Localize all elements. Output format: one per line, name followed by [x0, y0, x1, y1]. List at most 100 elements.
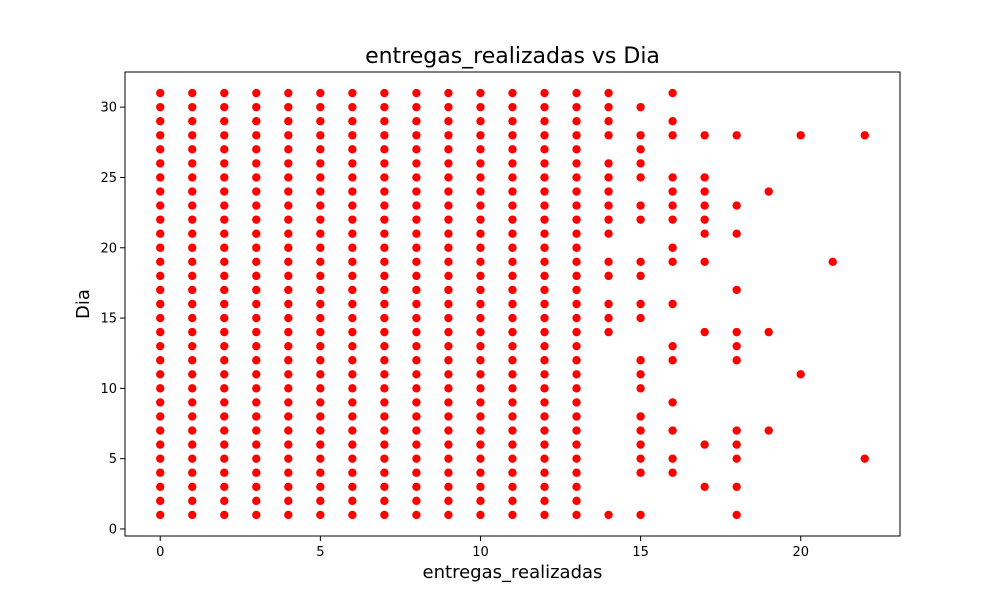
data-point: [347, 439, 358, 450]
data-point: [379, 425, 390, 436]
y-tick-label: 10: [100, 382, 117, 397]
data-point: [219, 509, 230, 520]
data-point: [283, 425, 294, 436]
data-point: [347, 228, 358, 239]
data-point: [539, 355, 550, 366]
data-point: [155, 130, 166, 141]
data-point: [603, 298, 614, 309]
data-point: [155, 327, 166, 338]
data-point: [187, 425, 198, 436]
data-point: [411, 214, 422, 225]
data-point: [251, 214, 262, 225]
data-point: [379, 284, 390, 295]
data-point: [251, 495, 262, 506]
data-point: [283, 411, 294, 422]
data-point: [443, 327, 454, 338]
data-point: [635, 369, 646, 380]
data-point: [347, 214, 358, 225]
data-point: [507, 102, 518, 113]
data-point: [731, 228, 742, 239]
data-point: [315, 186, 326, 197]
data-point: [155, 411, 166, 422]
data-point: [283, 481, 294, 492]
data-point: [411, 186, 422, 197]
data-point: [667, 214, 678, 225]
data-point: [539, 284, 550, 295]
data-point: [507, 158, 518, 169]
data-point: [155, 228, 166, 239]
data-point: [539, 200, 550, 211]
data-point: [283, 158, 294, 169]
data-point: [155, 158, 166, 169]
data-point: [539, 397, 550, 408]
y-tick-label: 15: [100, 312, 117, 327]
data-point: [507, 270, 518, 281]
data-point: [155, 453, 166, 464]
data-point: [411, 158, 422, 169]
data-point: [219, 397, 230, 408]
data-point: [475, 495, 486, 506]
data-point: [283, 284, 294, 295]
data-point: [187, 355, 198, 366]
data-point: [571, 298, 582, 309]
data-point: [315, 130, 326, 141]
data-point: [379, 355, 390, 366]
data-point: [507, 228, 518, 239]
data-point: [155, 284, 166, 295]
data-point: [411, 509, 422, 520]
data-point: [699, 327, 710, 338]
data-point: [379, 341, 390, 352]
data-point: [379, 172, 390, 183]
data-point: [571, 158, 582, 169]
data-point: [155, 172, 166, 183]
data-point: [667, 355, 678, 366]
data-point: [571, 172, 582, 183]
data-point: [475, 397, 486, 408]
chart-title: entregas_realizadas vs Dia: [365, 44, 660, 69]
data-point: [251, 88, 262, 99]
data-point: [507, 284, 518, 295]
data-point: [539, 341, 550, 352]
data-point: [475, 327, 486, 338]
data-point: [315, 313, 326, 324]
data-point: [347, 467, 358, 478]
data-point: [315, 172, 326, 183]
data-point: [475, 313, 486, 324]
data-point: [155, 200, 166, 211]
data-point: [507, 439, 518, 450]
data-point: [411, 130, 422, 141]
data-point: [347, 256, 358, 267]
data-point: [539, 313, 550, 324]
data-point: [347, 411, 358, 422]
data-point: [507, 509, 518, 520]
data-point: [443, 214, 454, 225]
data-point: [571, 369, 582, 380]
data-point: [859, 453, 870, 464]
data-point: [187, 313, 198, 324]
data-point: [699, 481, 710, 492]
data-point: [475, 481, 486, 492]
data-point: [411, 200, 422, 211]
data-point: [667, 242, 678, 253]
data-point: [539, 439, 550, 450]
data-point: [635, 313, 646, 324]
data-point: [731, 439, 742, 450]
data-point: [219, 186, 230, 197]
data-point: [347, 313, 358, 324]
data-point: [315, 369, 326, 380]
data-point: [379, 509, 390, 520]
data-point: [283, 256, 294, 267]
data-point: [251, 256, 262, 267]
data-point: [219, 313, 230, 324]
data-point: [571, 228, 582, 239]
data-point: [347, 172, 358, 183]
data-point: [571, 313, 582, 324]
data-point: [539, 186, 550, 197]
data-point: [603, 509, 614, 520]
data-point: [315, 341, 326, 352]
data-point: [379, 313, 390, 324]
data-point: [443, 172, 454, 183]
data-point: [411, 411, 422, 422]
data-point: [219, 270, 230, 281]
data-point: [571, 102, 582, 113]
